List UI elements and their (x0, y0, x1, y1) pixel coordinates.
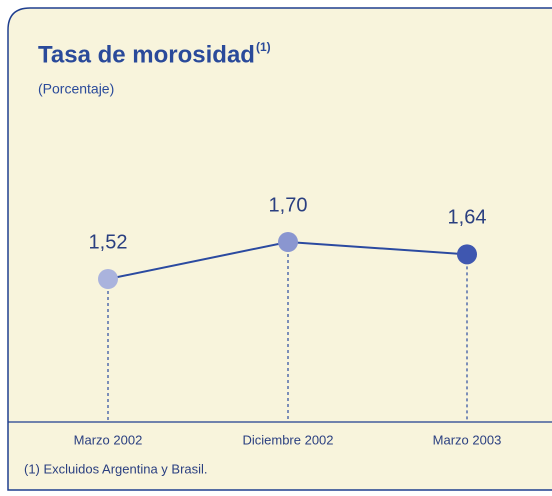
value-label: 1,64 (448, 207, 487, 229)
x-tick-label: Diciembre 2002 (242, 432, 333, 447)
chart-title: Tasa de morosidad (38, 41, 255, 68)
point (457, 244, 477, 265)
x-tick-label: Marzo 2003 (433, 432, 502, 447)
point (98, 269, 118, 289)
title-superscript: (1) (256, 40, 271, 54)
subtitle: (Porcentaje) (38, 81, 114, 97)
card (7, 7, 552, 491)
value-label: 1,70 (269, 194, 308, 216)
footnote: (1) Excluidos Argentina y Brasil. (24, 461, 208, 476)
value-label: 1,52 (89, 231, 128, 253)
x-tick-label: Marzo 2002 (74, 432, 143, 447)
point (278, 232, 298, 252)
